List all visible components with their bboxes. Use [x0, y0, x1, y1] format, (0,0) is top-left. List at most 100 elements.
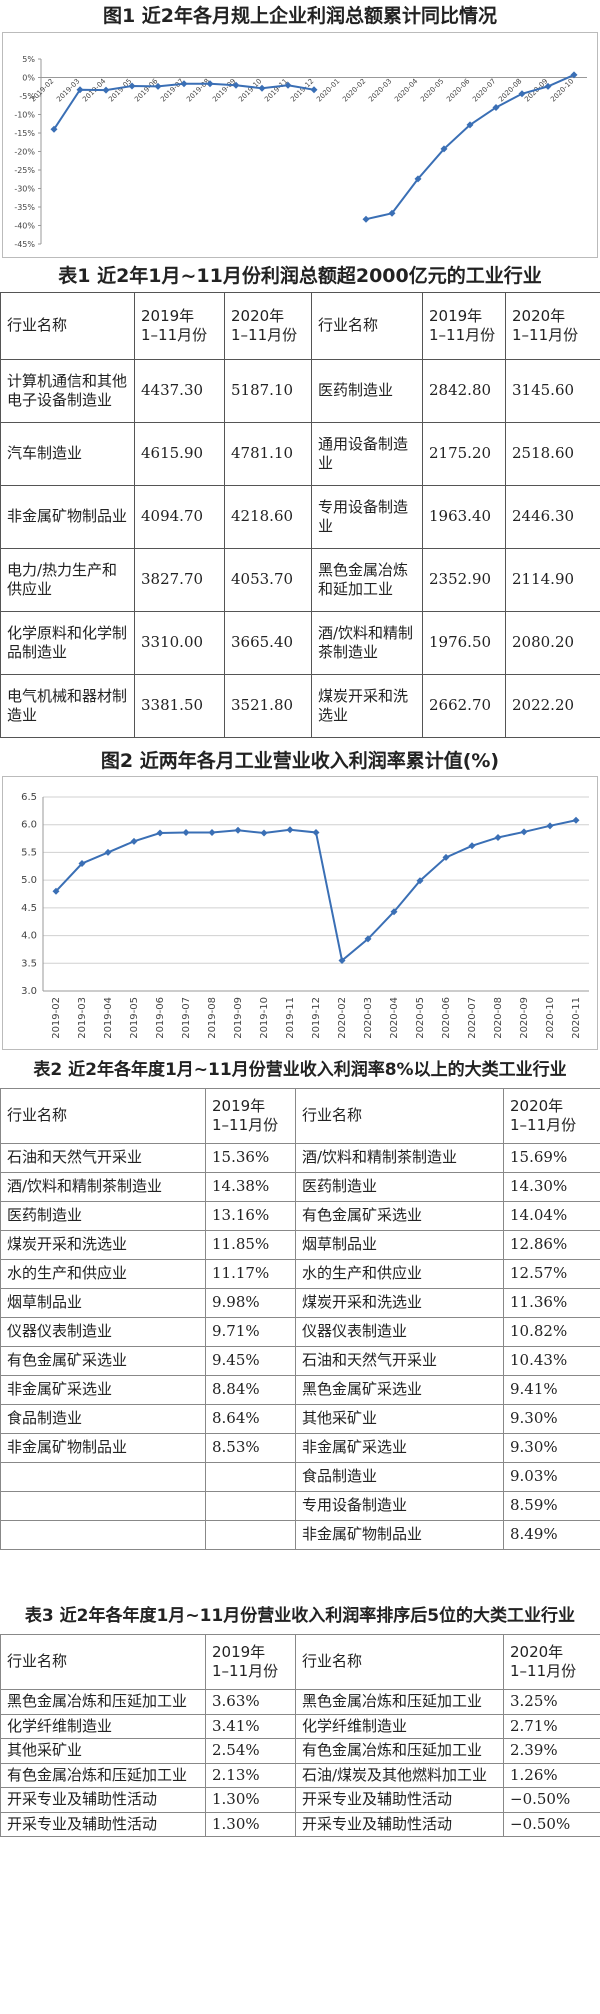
table-cell: 3381.50: [135, 675, 225, 738]
table-cell: 开采专业及辅助性活动: [1, 1788, 206, 1813]
data-point: [131, 838, 138, 845]
table-cell: 石油和天然气开采业: [296, 1347, 504, 1376]
table-cell: 3.25%: [504, 1690, 600, 1715]
table-cell: 2114.90: [506, 549, 600, 612]
table-cell: 11.36%: [504, 1289, 600, 1318]
table-cell: 4437.30: [135, 360, 225, 423]
data-point: [183, 829, 190, 836]
table-cell: 专用设备制造业: [312, 486, 423, 549]
header-cell: 2020年 1–11月份: [506, 293, 600, 360]
y-tick-label: -35%: [14, 203, 35, 212]
table-cell: 石油和天然气开采业: [1, 1144, 206, 1173]
table-cell: 9.30%: [504, 1405, 600, 1434]
table-cell: 15.69%: [504, 1144, 600, 1173]
chart: 5%0%-5%-10%-15%-20%-25%-30%-35%-40%-45%2…: [3, 33, 597, 257]
data-point: [495, 834, 502, 841]
table-cell: 煤炭开采和洗选业: [312, 675, 423, 738]
table-cell: 酒/饮料和精制茶制造业: [1, 1173, 206, 1202]
data-point: [573, 817, 580, 824]
data-point: [547, 822, 554, 829]
x-tick-label: 2020-05: [419, 77, 445, 103]
table-cell: 黑色金属冶炼和压延加工业: [296, 1690, 504, 1715]
table-cell: 医药制造业: [312, 360, 423, 423]
table-cell: 黑色金属冶炼和延加工业: [312, 549, 423, 612]
x-tick-label: 2020-06: [441, 997, 452, 1039]
table-cell: 2080.20: [506, 612, 600, 675]
table-cell: 烟草制品业: [296, 1231, 504, 1260]
table-cell: 2022.20: [506, 675, 600, 738]
x-tick-label: 2019-04: [103, 997, 114, 1039]
x-tick-label: 2020-04: [393, 77, 420, 104]
table-cell: 化学纤维制造业: [1, 1714, 206, 1739]
table-cell: 非金属矿采选业: [1, 1376, 206, 1405]
table-cell: 通用设备制造业: [312, 423, 423, 486]
empty-cell: [206, 1521, 296, 1550]
table-cell: 仪器仪表制造业: [1, 1318, 206, 1347]
y-tick-label: 3.5: [21, 958, 37, 969]
y-tick-label: -20%: [14, 148, 35, 157]
table-cell: 2518.60: [506, 423, 600, 486]
y-tick-label: -25%: [14, 166, 35, 175]
table-cell: 开采专业及辅助性活动: [296, 1812, 504, 1837]
y-tick-label: -30%: [14, 185, 35, 194]
x-tick-label: 2019-09: [211, 77, 237, 103]
x-tick-label: 2020-02: [341, 77, 367, 103]
table-cell: 4781.10: [225, 423, 312, 486]
x-tick-label: 2019-08: [185, 77, 211, 103]
table-cell: 4053.70: [225, 549, 312, 612]
table-cell: 14.30%: [504, 1173, 600, 1202]
table-cell: 医药制造业: [1, 1202, 206, 1231]
header-cell: 2019年 1–11月份: [206, 1635, 296, 1690]
table-cell: 2.71%: [504, 1714, 600, 1739]
x-tick-label: 2019-08: [207, 997, 218, 1039]
table-cell: 10.82%: [504, 1318, 600, 1347]
data-point: [103, 87, 110, 94]
table-cell: 有色金属矿采选业: [296, 1202, 504, 1231]
y-tick-label: 0%: [22, 74, 35, 83]
table-cell: 10.43%: [504, 1347, 600, 1376]
empty-cell: [1, 1521, 206, 1550]
table-cell: 专用设备制造业: [296, 1492, 504, 1521]
table-cell: 11.85%: [206, 1231, 296, 1260]
x-tick-label: 2019-02: [51, 997, 62, 1039]
data-line: [54, 75, 574, 219]
data-point: [313, 829, 320, 836]
x-tick-label: 2020-08: [493, 997, 504, 1039]
table-cell: 2662.70: [423, 675, 506, 738]
table-cell: 电力/热力生产和供应业: [1, 549, 135, 612]
y-tick-label: -10%: [14, 111, 35, 120]
y-tick-label: 6.5: [21, 792, 37, 803]
x-tick-label: 2020-03: [367, 77, 393, 103]
table-cell: 计算机通信和其他电子设备制造业: [1, 360, 135, 423]
table-cell: 汽车制造业: [1, 423, 135, 486]
x-tick-label: 2020-03: [363, 997, 374, 1039]
empty-cell: [206, 1463, 296, 1492]
table-cell: 8.84%: [206, 1376, 296, 1405]
table-cell: 5187.10: [225, 360, 312, 423]
table-cell: 非金属矿采选业: [296, 1434, 504, 1463]
table-cell: 15.36%: [206, 1144, 296, 1173]
header-cell: 行业名称: [296, 1089, 504, 1144]
x-tick-label: 2019-06: [133, 77, 160, 104]
table-cell: 非金属矿物制品业: [1, 1434, 206, 1463]
header-cell: 行业名称: [1, 1089, 206, 1144]
table-cell: 12.57%: [504, 1260, 600, 1289]
x-tick-label: 2020-07: [471, 77, 497, 103]
header-cell: 2020年 1–11月份: [504, 1635, 600, 1690]
